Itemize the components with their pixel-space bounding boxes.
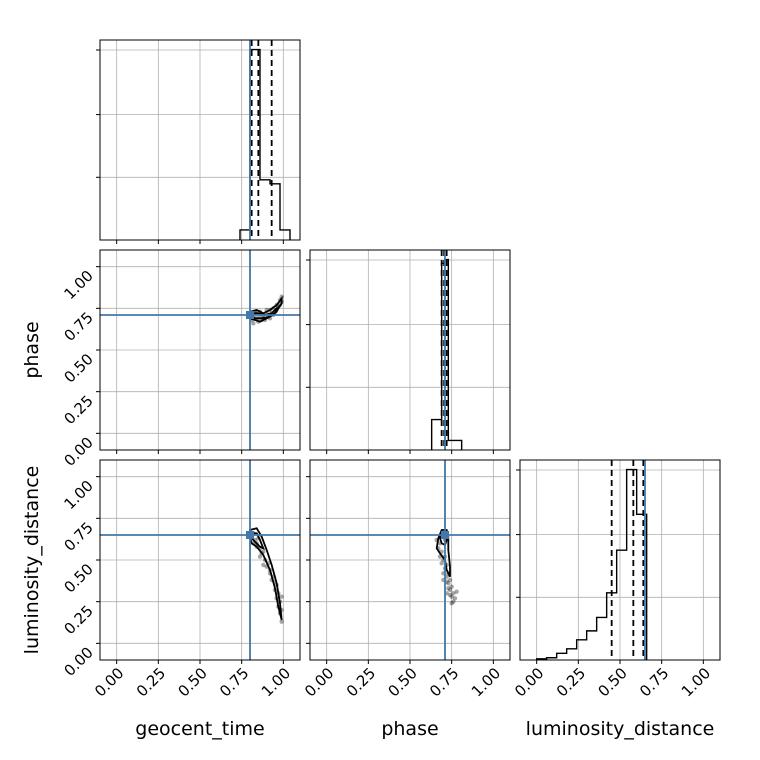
x-tick-label: 0.00 — [511, 664, 547, 700]
x-tick-label: 0.25 — [343, 664, 379, 700]
sample-point — [447, 587, 453, 593]
sample-point — [279, 619, 284, 624]
panel-2-2: 0.00 0.25 0.50 0.75 1.00 — [511, 459, 721, 700]
sample-point — [257, 554, 263, 559]
truth-marker — [441, 531, 449, 539]
panel-1-0: 0.00 0.25 0.50 0.75 1.00 — [60, 249, 301, 470]
sample-point — [447, 592, 453, 598]
sample-point — [251, 321, 256, 326]
panel-2-1: 0.00 0.25 0.50 0.75 1.00 — [301, 459, 511, 700]
truth-marker — [246, 531, 254, 539]
y-tick-label: 0.50 — [60, 560, 96, 596]
x-tick-label: 1.00 — [678, 664, 714, 700]
scatter-content — [100, 460, 300, 660]
y-tick-label: 0.25 — [60, 392, 96, 428]
x-tick-label: 0.75 — [216, 664, 252, 700]
x-tick-label: 1.00 — [258, 664, 294, 700]
x-tick-label: 0.50 — [594, 664, 630, 700]
sample-point — [451, 599, 456, 604]
y-tick-label: 1.00 — [60, 477, 96, 513]
x-axis-label-phase: phase — [381, 718, 438, 740]
x-tick-label: 0.25 — [553, 664, 589, 700]
x-axis-label-geocent-time: geocent_time — [135, 718, 264, 740]
x-tick-label: 0.50 — [174, 664, 210, 700]
x-tick-label: 1.00 — [468, 664, 504, 700]
y-tick-label: 0.00 — [60, 643, 96, 679]
sample-point — [446, 581, 451, 586]
contour-line — [249, 527, 283, 621]
histogram-geocent-time — [239, 48, 291, 240]
panel-0-0 — [96, 39, 301, 244]
sample-point — [449, 594, 454, 599]
truth-marker — [246, 311, 254, 319]
y-tick-label: 0.25 — [60, 602, 96, 638]
y-axis-label-luminosity-distance: luminosity_distance — [21, 466, 43, 655]
x-tick-label: 0.75 — [426, 664, 462, 700]
panel-1-1 — [306, 249, 511, 454]
sample-point — [449, 601, 454, 606]
x-tick-label: 0.75 — [636, 664, 672, 700]
y-tick-label: 1.00 — [60, 267, 96, 303]
sample-point — [452, 596, 458, 601]
y-tick-label: 0.75 — [60, 518, 96, 554]
x-tick-label: 0.00 — [91, 664, 127, 700]
y-tick-label: 0.50 — [60, 350, 96, 386]
x-tick-label: 0.00 — [301, 664, 337, 700]
sample-point — [446, 586, 451, 591]
sample-point — [451, 591, 456, 596]
panels-layer: 0.00 0.25 0.50 0.75 1.000.000.250.500.751.00… — [60, 39, 721, 700]
y-axis-label-phase: phase — [21, 321, 43, 378]
x-tick-label: 0.50 — [384, 664, 420, 700]
x-axis-label-luminosity-distance: luminosity_distance — [526, 718, 715, 740]
labels-layer: geocent_time phase luminosity_distance p… — [21, 321, 714, 740]
sample-point — [279, 594, 284, 599]
panel-2-0: 0.00 0.25 0.50 0.75 1.000.000.250.500.751.00 — [60, 459, 301, 700]
y-tick-label: 0.00 — [60, 433, 96, 469]
scatter-content — [310, 460, 510, 660]
sample-point — [279, 294, 284, 299]
y-tick-label: 0.75 — [60, 308, 96, 344]
sample-point — [447, 577, 453, 583]
scatter-content — [100, 250, 300, 450]
x-tick-label: 0.25 — [133, 664, 169, 700]
sample-point — [449, 584, 454, 589]
sample-point — [439, 561, 444, 566]
sample-point — [454, 589, 459, 594]
contour-line — [249, 295, 283, 323]
sample-point — [261, 562, 266, 568]
histogram-luminosity-distance — [535, 468, 648, 660]
